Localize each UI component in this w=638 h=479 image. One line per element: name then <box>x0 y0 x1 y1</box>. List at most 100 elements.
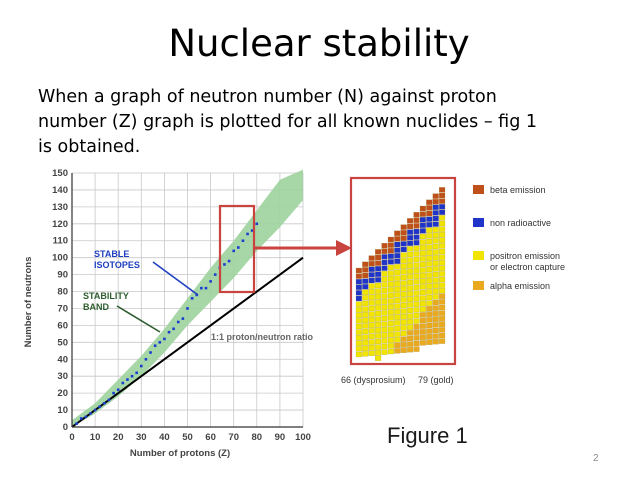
zoom-cell <box>362 317 369 323</box>
zoom-cell <box>381 310 388 316</box>
zoom-cell <box>419 222 426 228</box>
zoom-cell <box>387 253 394 259</box>
plot-axes <box>71 173 303 428</box>
zoom-cell <box>419 250 426 256</box>
zoom-cell <box>413 223 420 229</box>
zoom-cell <box>413 256 420 263</box>
zoom-cell <box>407 347 414 353</box>
zoom-cell <box>432 215 439 222</box>
zoom-cell <box>375 271 382 277</box>
zoom-cell <box>419 295 426 301</box>
zoom-cell <box>413 284 420 291</box>
stable-isotope-point <box>112 391 115 395</box>
zoom-cell <box>419 340 426 346</box>
zoom-cell <box>407 313 414 319</box>
zoom-cell <box>419 261 426 268</box>
stable-isotope-point <box>176 320 180 324</box>
zoom-cell <box>432 305 439 311</box>
stable-isotope-point <box>227 259 231 263</box>
zoom-cell <box>394 342 401 348</box>
zoom-cell <box>432 238 439 244</box>
legend-label-positron-line: or electron capture <box>490 262 565 272</box>
zoom-cell <box>355 307 362 313</box>
x-axis-label: Number of protons (Z) <box>130 448 230 459</box>
zoom-cell <box>426 311 433 317</box>
zoom-cell <box>400 347 407 353</box>
zoom-cell <box>387 287 394 293</box>
zoom-cell <box>375 310 382 317</box>
zoom-cell <box>426 294 433 301</box>
x-tick-label: 70 <box>228 432 239 443</box>
zoom-cell <box>362 272 369 279</box>
zoom-cell <box>419 245 426 251</box>
zoom-cell <box>375 299 382 305</box>
zoom-cell <box>381 287 388 294</box>
zoom-cell <box>400 297 407 303</box>
legend-swatch-beta <box>473 185 484 194</box>
zoom-cell <box>400 291 407 297</box>
zoom-cell <box>439 271 446 277</box>
zoom-cell <box>381 265 388 271</box>
zoom-cell <box>407 274 414 280</box>
zoom-cell <box>375 277 382 283</box>
zoom-cell <box>439 288 446 294</box>
zoom-cell <box>400 235 407 241</box>
y-axis-label: Number of neutrons <box>23 257 34 348</box>
zoom-cell <box>419 329 426 335</box>
zoom-cell <box>368 305 375 312</box>
zoom-cell <box>375 249 382 255</box>
zoom-cell <box>355 290 362 296</box>
stable-isotope-point <box>121 381 125 385</box>
zoom-cell <box>439 215 446 221</box>
zoom-cell <box>439 232 446 238</box>
zoom-cell <box>439 276 446 283</box>
zoom-cell <box>368 300 375 306</box>
body-line-3: is obtained. <box>38 137 141 157</box>
zoom-cell <box>407 246 414 252</box>
zoom-nuclide-cells <box>355 187 446 361</box>
zoom-cell <box>439 304 446 311</box>
zoom-cell <box>407 319 414 325</box>
zoom-cell <box>426 199 433 205</box>
x-tick-label: 20 <box>113 432 124 443</box>
legend-label-alpha: alpha emission <box>490 281 550 291</box>
zoom-cell <box>432 311 439 317</box>
zoom-cell <box>375 355 382 361</box>
zoom-cell <box>426 328 433 334</box>
stable-isotope-point <box>163 337 166 341</box>
zoom-cell <box>355 295 362 302</box>
x-tick-label: 30 <box>136 432 147 443</box>
legend-label-positron-line: positron emission <box>490 251 560 261</box>
zoom-cell <box>426 283 433 289</box>
y-tick-label: 90 <box>57 270 68 281</box>
zoom-cell <box>375 294 382 300</box>
zoom-cell <box>439 260 446 266</box>
zoom-cell <box>375 327 382 333</box>
zoom-cell <box>439 265 446 271</box>
zoom-cell <box>426 272 433 278</box>
stable-isotope-point <box>158 341 162 344</box>
zoom-cell <box>426 306 433 312</box>
stable-isotope-point <box>190 297 194 300</box>
zoom-cell <box>419 205 426 212</box>
zoom-cell <box>368 294 375 300</box>
zoom-cell <box>375 338 382 345</box>
zoom-cell <box>432 255 439 261</box>
zoom-cell <box>355 340 362 346</box>
zoom-cell <box>419 217 426 223</box>
zoom-cell <box>400 308 407 314</box>
legend-swatch-non-radioactive <box>473 218 484 227</box>
zoom-cell <box>419 211 426 217</box>
zoom-cell <box>400 325 407 331</box>
stable-isotope-point <box>89 412 92 415</box>
stable-isotope-point <box>126 378 129 381</box>
zoom-cell <box>368 266 375 272</box>
zoom-cell <box>368 289 375 295</box>
stable-isotope-point <box>140 364 143 368</box>
zoom-cell <box>439 293 446 299</box>
zoom-cell <box>394 309 401 315</box>
zoom-cell <box>426 278 433 284</box>
zoom-cell <box>362 300 369 307</box>
zoom-cell <box>432 210 439 216</box>
zoom-cell <box>413 312 420 319</box>
